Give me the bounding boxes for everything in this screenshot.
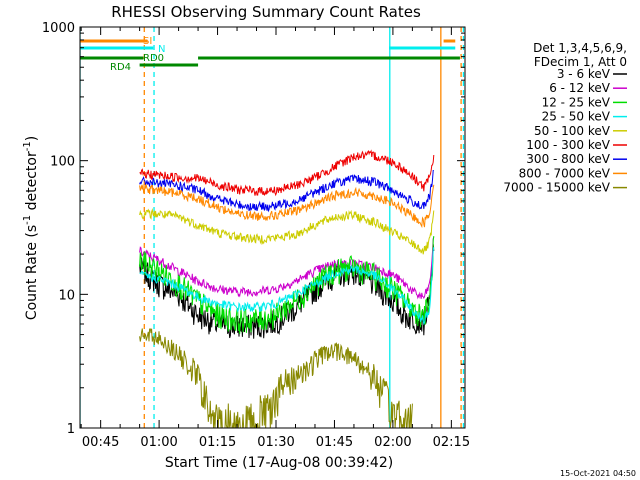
y-axis-label: Count Rate (s-1 detector-1) [22, 136, 40, 320]
series-6-line [139, 170, 434, 213]
x-tick-label-5: 02:00 [374, 435, 411, 450]
legend-label-2: 12 - 25 keV [542, 95, 611, 109]
legend-label-5: 100 - 300 keV [526, 138, 610, 152]
x-tick-label-3: 01:30 [257, 435, 294, 450]
flag-label-rd0: RD0 [143, 53, 164, 64]
x-tick-label-1: 01:00 [140, 435, 177, 450]
legend-header-line-2: FDecim 1, Att 0 [534, 55, 627, 69]
y-tick-label-2: 100 [50, 155, 75, 170]
plot-frame [79, 26, 466, 429]
series-8-line [139, 328, 413, 428]
x-tick-label-0: 00:45 [82, 435, 119, 450]
x-tick-label-4: 01:45 [316, 435, 353, 450]
legend-label-1: 6 - 12 keV [549, 81, 611, 95]
flag-label-rd4: RD4 [110, 62, 131, 73]
flag-label-si: SI [143, 36, 152, 47]
legend-label-6: 300 - 800 keV [526, 152, 610, 166]
legend-label-0: 3 - 6 keV [557, 67, 611, 81]
flag-label-n: N [158, 44, 165, 55]
x-tick-label-2: 01:15 [199, 435, 236, 450]
timestamp: 15-Oct-2021 04:50 [560, 469, 636, 478]
chart-title: RHESSI Observing Summary Count Rates [111, 3, 421, 21]
series-4-line [139, 207, 435, 255]
legend-label-7: 800 - 7000 keV [519, 166, 611, 180]
series-3-line [139, 247, 435, 326]
legend-label-4: 50 - 100 keV [534, 124, 611, 138]
legend-label-8: 7000 - 15000 keV [503, 181, 610, 195]
x-axis-label: Start Time (17-Aug-08 00:39:42) [165, 455, 393, 471]
legend-label-3: 25 - 50 keV [542, 110, 611, 124]
y-tick-label-1: 10 [58, 288, 75, 303]
x-tick-label-6: 02:15 [433, 435, 470, 450]
series-7-line [139, 183, 435, 229]
legend-header-line-1: Det 1,3,4,5,6,9, [533, 41, 627, 55]
y-tick-label-0: 1 [67, 422, 75, 437]
series-2-line [139, 236, 435, 334]
y-tick-label-3: 1000 [42, 21, 75, 36]
series-1-line [139, 237, 435, 300]
series-5-line [139, 149, 435, 197]
